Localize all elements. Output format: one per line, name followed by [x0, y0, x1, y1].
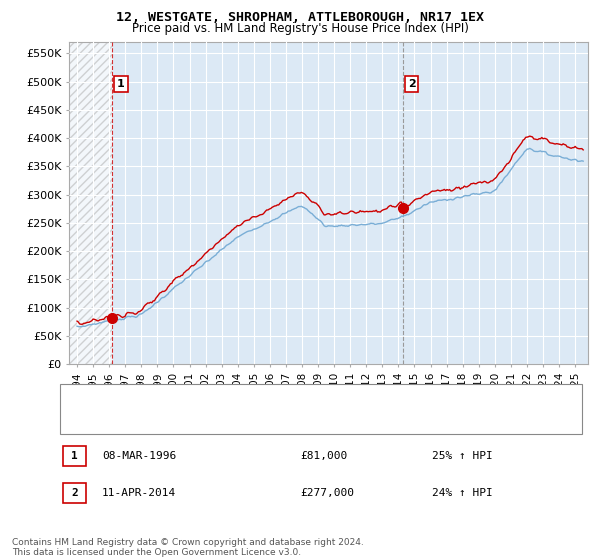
Text: 2: 2	[408, 79, 415, 89]
Text: £277,000: £277,000	[300, 488, 354, 498]
Text: £81,000: £81,000	[300, 451, 347, 461]
Text: Contains HM Land Registry data © Crown copyright and database right 2024.
This d: Contains HM Land Registry data © Crown c…	[12, 538, 364, 557]
Text: 24% ↑ HPI: 24% ↑ HPI	[432, 488, 493, 498]
Text: 11-APR-2014: 11-APR-2014	[102, 488, 176, 498]
Text: 1: 1	[117, 79, 125, 89]
Text: 25% ↑ HPI: 25% ↑ HPI	[432, 451, 493, 461]
Text: HPI: Average price, detached house, Breckland: HPI: Average price, detached house, Brec…	[102, 415, 383, 425]
Bar	[69, 42, 112, 364]
Text: ——: ——	[72, 413, 100, 427]
Text: Price paid vs. HM Land Registry's House Price Index (HPI): Price paid vs. HM Land Registry's House …	[131, 22, 469, 35]
Text: 12, WESTGATE, SHROPHAM, ATTLEBOROUGH, NR17 1EX (detached house): 12, WESTGATE, SHROPHAM, ATTLEBOROUGH, NR…	[102, 393, 496, 403]
Text: 12, WESTGATE, SHROPHAM, ATTLEBOROUGH, NR17 1EX: 12, WESTGATE, SHROPHAM, ATTLEBOROUGH, NR…	[116, 11, 484, 24]
Text: 2: 2	[71, 488, 78, 498]
Text: 1: 1	[71, 451, 78, 461]
Text: ——: ——	[72, 391, 100, 405]
Text: 08-MAR-1996: 08-MAR-1996	[102, 451, 176, 461]
